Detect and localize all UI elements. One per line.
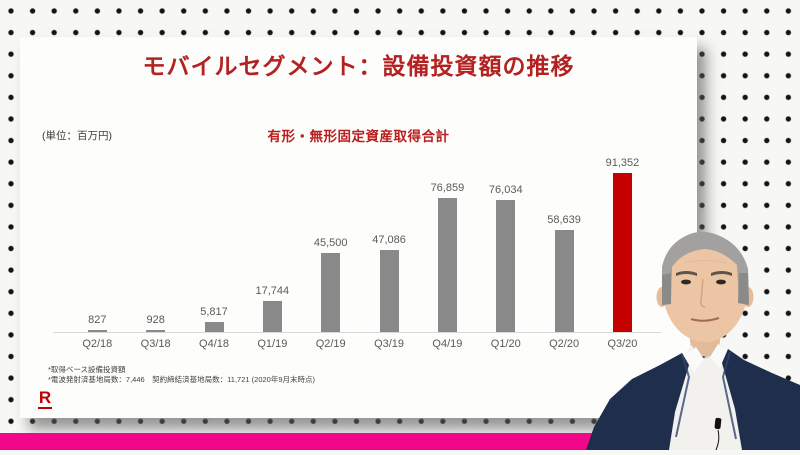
bar-value-label: 47,086 [372, 234, 406, 246]
bar-value-label: 928 [146, 314, 165, 326]
x-axis-label: Q1/19 [257, 338, 288, 350]
bar [204, 322, 224, 332]
bar-value-label: 45,500 [313, 237, 348, 249]
slide-card: モバイルセグメント：設備投資額の推移 (単位：百万円) 有形・無形固定資産取得合… [20, 37, 697, 418]
presenter-eyebrow-right [711, 271, 732, 276]
unit-label: (単位：百万円) [42, 130, 112, 142]
presenter-collar-right [710, 344, 728, 369]
bar [321, 253, 341, 332]
chart-subtitle: 有形・無形固定資産取得合計 [267, 129, 450, 144]
bar-value-label: 76,034 [488, 184, 523, 196]
lapel-mic [714, 417, 722, 430]
bar-value-label: 827 [88, 314, 107, 326]
presenter-hair-side-right [738, 273, 749, 305]
bar [554, 230, 574, 332]
presenter-eye-right [716, 279, 726, 285]
footnote-line-2: *電波発射済基地局数：7,446 契約締結済基地局数：11,721 (2020年… [48, 375, 316, 384]
bar [379, 250, 399, 332]
x-axis-line [53, 332, 661, 333]
bar-column-Q1/20: 76,034 [477, 184, 535, 332]
presenter-lapel-right [721, 351, 737, 440]
bar-column-Q2/20: 58,639 [535, 214, 593, 332]
presenter-face [662, 234, 748, 342]
presenter-forehead-line [683, 260, 727, 264]
bar-value-label: 91,352 [605, 157, 640, 169]
presenter-figure [586, 231, 800, 451]
bar-value-label: 76,859 [430, 182, 465, 194]
bar-chart: 827 Q2/18 928 Q3/18 5,817 Q4/18 17,744 Q1/19 45,… [20, 37, 697, 418]
presenter-nose [700, 278, 706, 308]
x-axis-label: Q3/18 [140, 338, 171, 350]
footnotes: *取得ベース設備投資額 *電波発射済基地局数：7,446 契約締結済基地局数：1… [48, 365, 315, 385]
rakuten-r-letter: R [38, 388, 52, 407]
footnote-line-1: *取得ベース設備投資額 [48, 365, 126, 374]
presenter-collar-left [684, 347, 704, 373]
bar [262, 301, 282, 332]
bar-column-Q2/19: 45,500 [302, 237, 360, 332]
bar-column-Q4/19: 76,859 [418, 182, 476, 332]
bar-column-Q1/19: 17,744 [243, 285, 301, 332]
x-axis-label: Q1/20 [490, 338, 521, 350]
presenter-jacket-right [722, 349, 800, 450]
x-axis-label: Q2/20 [549, 338, 580, 350]
presenter-eye-left [681, 279, 691, 285]
bar-column-Q3/18: 928 [127, 314, 185, 332]
bar [87, 330, 107, 332]
x-axis-label: Q3/20 [607, 338, 638, 350]
bar-column-Q2/18: 827 [68, 314, 126, 332]
bar-column-Q3/20: 91,352 [593, 157, 651, 332]
presenter-hair [662, 231, 749, 305]
x-axis-label: Q4/18 [199, 338, 229, 350]
bar-value-label: 5,817 [200, 306, 228, 318]
x-axis-label: Q4/19 [432, 338, 463, 350]
presenter-jacket-left [586, 353, 689, 450]
x-axis-label: Q3/19 [374, 338, 405, 350]
lapel-mic-cable [715, 429, 720, 451]
bar [146, 330, 166, 332]
bar-highlighted [612, 173, 632, 332]
presenter-hair-side-left [662, 273, 671, 305]
presenter [572, 227, 800, 451]
presenter-lapel-left [675, 353, 691, 438]
bar-column-Q3/19: 47,086 [360, 234, 418, 332]
slide-title: モバイルセグメント：設備投資額の推移 [142, 53, 575, 79]
logo-underline [38, 407, 52, 409]
bar [437, 198, 457, 332]
x-axis-label: Q2/18 [82, 338, 113, 350]
x-axis-label: Q2/19 [315, 338, 346, 350]
bar-value-label: 58,639 [547, 214, 581, 226]
presenter-mouth [690, 317, 720, 322]
rakuten-logo: R [38, 389, 52, 409]
presenter-eyebrow-left [676, 271, 697, 276]
bar [496, 200, 516, 332]
bar-value-label: 17,744 [255, 285, 290, 297]
bar-column-Q4/18: 5,817 [185, 306, 243, 332]
